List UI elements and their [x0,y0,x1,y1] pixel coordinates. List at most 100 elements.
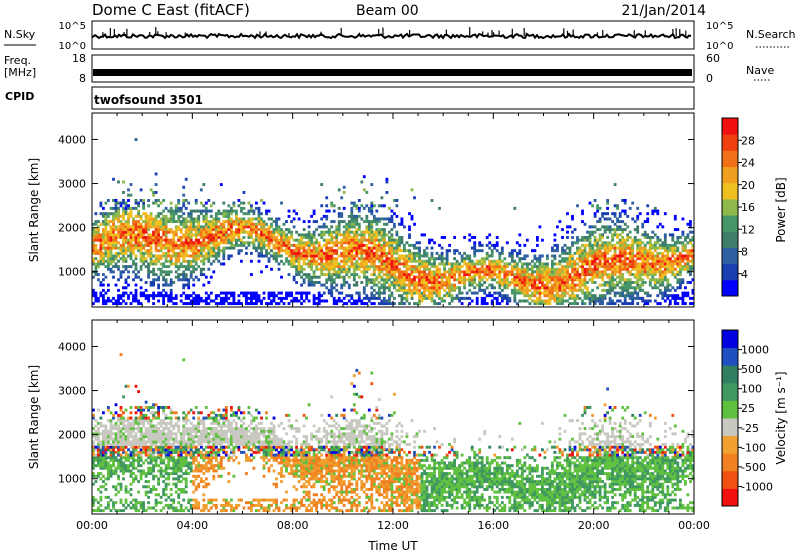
power-cell [292,265,296,269]
power-cell [513,296,517,300]
power-cell [488,262,492,266]
power-cell [157,222,161,226]
power-cell [214,236,218,239]
power-cell [302,228,306,232]
power-cell [591,273,595,277]
power-cell [455,262,459,266]
power-cell [122,257,125,261]
power-cell [428,286,431,290]
power-cell [408,267,411,271]
power-cell [536,288,539,292]
power-cell [621,230,625,234]
power-cell [448,302,452,306]
power-cell [149,238,153,242]
power-cell [330,236,334,239]
power-cell [483,267,487,271]
power-cell [578,251,582,255]
power-cell [666,262,670,266]
power-cell [302,281,306,284]
power-cell [648,294,652,298]
power-cell [372,204,376,208]
power-cell [608,302,612,306]
power-cell [317,291,321,295]
power-cell [312,302,316,306]
power-cell [548,302,552,306]
power-cell [661,259,665,263]
power-cell [109,236,113,239]
power-cell [684,302,687,306]
power-cell [658,281,662,284]
power-cell [370,294,374,298]
velocity-cell [99,464,103,468]
power-cell [588,241,592,245]
power-cell [676,257,680,261]
power-cell [377,233,381,237]
power-cell [212,236,216,239]
power-cell [423,281,426,284]
power-cell [214,241,218,245]
power-cell [515,241,519,245]
power-cell [689,241,692,245]
power-cell [613,302,617,306]
power-cell [616,206,620,210]
power-cell [543,270,547,274]
power-cell [104,251,108,255]
power-cell [327,257,331,261]
power-cell [194,251,198,255]
power-cell [523,278,527,282]
power-cell [360,254,364,258]
power-cell [212,241,216,245]
power-cell [686,267,690,271]
power-cell [372,236,376,239]
power-cell [187,283,191,287]
power-cell [398,262,401,266]
velocity-cell [99,485,103,489]
power-cell [398,238,401,242]
power-cell [548,291,552,295]
power-cell [192,251,196,255]
velocity-cell [97,488,100,491]
power-cell [152,270,156,274]
power-cell [601,243,605,247]
power-cell [295,230,299,234]
power-cell [420,283,424,287]
power-cell [240,230,243,234]
power-cell [646,220,650,224]
power-cell [202,238,206,242]
power-cell [342,275,346,279]
power-cell [184,222,188,226]
power-cell [385,180,389,184]
power-cell [164,257,168,261]
power-cell [144,228,148,232]
power-cell [162,283,166,287]
power-cell [342,265,346,269]
power-cell [342,262,346,266]
power-cell [227,238,231,242]
power-cell [684,267,687,271]
power-cell [405,294,409,298]
power-cell [240,222,243,226]
power-cell [202,236,206,239]
power-cell [423,283,426,287]
power-cell [676,262,680,266]
power-cell [684,243,687,247]
power-cell [247,209,251,213]
power-cell [596,273,600,277]
power-cell [154,241,158,245]
power-cell [184,241,188,245]
power-cell [633,296,637,300]
power-cell [410,259,414,263]
power-cell [611,275,615,279]
power-cell [500,288,504,292]
power-cell [315,241,319,245]
power-cell [611,262,615,266]
power-cell [448,294,452,298]
power-cell [285,296,288,300]
power-cell [561,273,564,277]
power-cell [385,222,389,226]
power-cell [295,273,299,277]
power-cell [307,259,311,263]
power-cell [262,236,266,239]
power-cell [608,291,612,295]
power-cell [375,254,379,258]
